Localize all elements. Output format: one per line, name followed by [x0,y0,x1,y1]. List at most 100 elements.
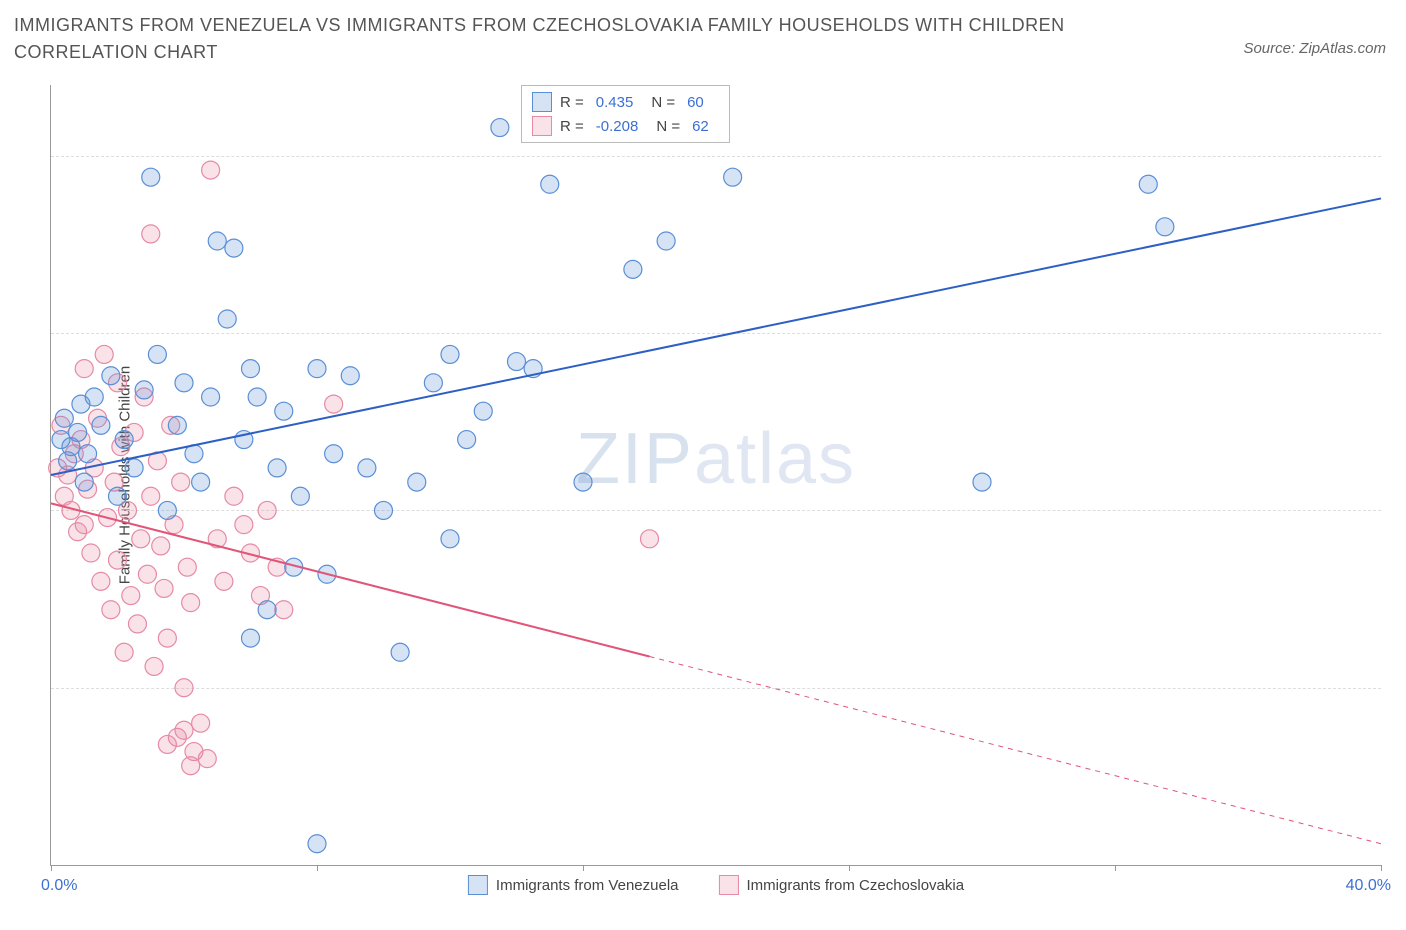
scatter-point [152,537,170,555]
n-value-venezuela: 60 [687,94,704,111]
scatter-point [158,501,176,519]
legend-label-venezuela: Immigrants from Venezuela [496,877,679,894]
legend-item-venezuela: Immigrants from Venezuela [468,875,679,895]
scatter-point [182,757,200,775]
scatter-point [724,168,742,186]
scatter-point [208,232,226,250]
scatter-point [424,374,442,392]
scatter-point [102,601,120,619]
scatter-point [574,473,592,491]
x-tick [849,865,850,871]
scatter-point [325,445,343,463]
scatter-point [308,835,326,853]
scatter-point [135,381,153,399]
plot-area: Family Households with Children ZIPatlas… [50,85,1381,866]
scatter-point [175,721,193,739]
scatter-point [202,388,220,406]
x-axis-max-label: 40.0% [1346,877,1391,895]
scatter-point [624,260,642,278]
y-tick-label: 12.5% [1391,679,1406,697]
scatter-point [128,615,146,633]
scatter-point [242,629,260,647]
scatter-point [242,360,260,378]
y-tick-label: 25.0% [1391,501,1406,519]
scatter-point [79,445,97,463]
scatter-point [92,572,110,590]
scatter-svg [51,85,1381,865]
chart-title: IMMIGRANTS FROM VENEZUELA VS IMMIGRANTS … [14,12,1134,66]
scatter-point [308,360,326,378]
scatter-point [82,544,100,562]
scatter-point [142,168,160,186]
scatter-point [175,374,193,392]
scatter-point [182,594,200,612]
scatter-point [341,367,359,385]
scatter-point [75,360,93,378]
scatter-point [1139,175,1157,193]
scatter-point [657,232,675,250]
scatter-point [248,388,266,406]
scatter-point [192,714,210,732]
scatter-point [138,565,156,583]
legend-row-venezuela: R = 0.435 N = 60 [532,90,719,114]
n-label: N = [656,118,680,135]
n-value-czechoslovakia: 62 [692,118,709,135]
scatter-point [102,367,120,385]
r-label: R = [560,118,584,135]
scatter-point [142,225,160,243]
scatter-point [541,175,559,193]
scatter-point [132,530,150,548]
scatter-point [491,119,509,137]
scatter-point [1156,218,1174,236]
trend-line-extrapolated [650,657,1382,844]
scatter-point [225,487,243,505]
scatter-point [172,473,190,491]
scatter-point [508,353,526,371]
scatter-point [375,501,393,519]
scatter-point [192,473,210,491]
legend-label-czechoslovakia: Immigrants from Czechoslovakia [747,877,965,894]
scatter-point [275,402,293,420]
legend-swatch-czechoslovakia [532,116,552,136]
scatter-point [291,487,309,505]
scatter-point [325,395,343,413]
x-tick [1115,865,1116,871]
legend-swatch-czechoslovakia [719,875,739,895]
scatter-point [142,487,160,505]
scatter-point [178,558,196,576]
source-attribution: Source: ZipAtlas.com [1243,40,1386,57]
scatter-point [391,643,409,661]
scatter-point [85,388,103,406]
scatter-point [441,530,459,548]
scatter-point [258,501,276,519]
scatter-point [75,473,93,491]
scatter-point [148,345,166,363]
r-value-venezuela: 0.435 [596,94,634,111]
scatter-point [109,487,127,505]
correlation-legend: R = 0.435 N = 60 R = -0.208 N = 62 [521,85,730,143]
legend-swatch-venezuela [468,875,488,895]
scatter-point [75,516,93,534]
scatter-point [641,530,659,548]
n-label: N = [651,94,675,111]
scatter-point [168,416,186,434]
scatter-point [95,345,113,363]
scatter-point [125,459,143,477]
scatter-point [235,516,253,534]
scatter-point [92,416,110,434]
y-tick-label: 50.0% [1391,147,1406,165]
scatter-point [973,473,991,491]
scatter-point [158,629,176,647]
scatter-point [145,657,163,675]
scatter-point [215,572,233,590]
scatter-point [408,473,426,491]
y-tick-label: 37.5% [1391,324,1406,342]
x-axis-min-label: 0.0% [41,877,77,895]
r-label: R = [560,94,584,111]
scatter-point [158,735,176,753]
scatter-point [275,601,293,619]
scatter-point [155,579,173,597]
x-tick [1381,865,1382,871]
scatter-point [268,459,286,477]
scatter-point [358,459,376,477]
